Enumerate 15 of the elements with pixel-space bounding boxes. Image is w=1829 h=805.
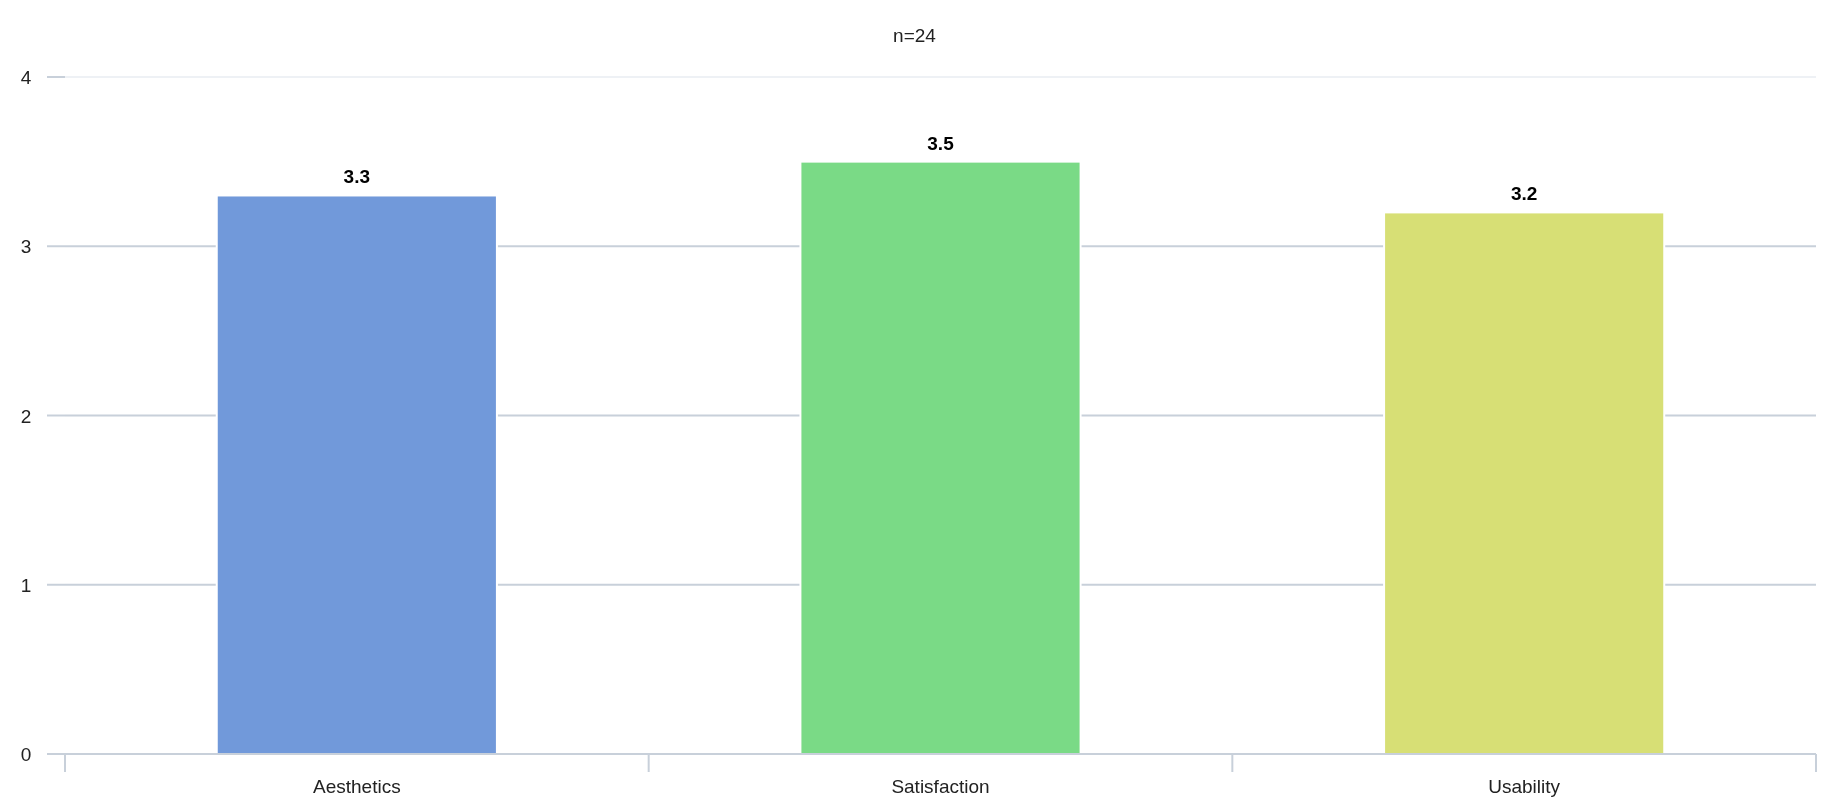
- x-tick-label: Satisfaction: [891, 776, 990, 797]
- bar: [1383, 211, 1666, 755]
- data-label: 3.5: [927, 132, 955, 154]
- y-tick-label: 0: [20, 744, 32, 765]
- bar: [799, 160, 1082, 755]
- chart-title: n=24: [893, 25, 937, 46]
- data-label: 3.3: [343, 166, 371, 188]
- y-tick-label: 3: [20, 236, 32, 258]
- bar: [215, 194, 498, 755]
- y-tick-label: 1: [20, 574, 32, 596]
- y-tick-label: 2: [20, 405, 32, 427]
- x-tick-label: Aesthetics: [313, 776, 401, 797]
- y-tick-label: 4: [20, 67, 32, 88]
- data-label: 3.2: [1510, 183, 1538, 205]
- x-tick-label: Usability: [1488, 776, 1561, 797]
